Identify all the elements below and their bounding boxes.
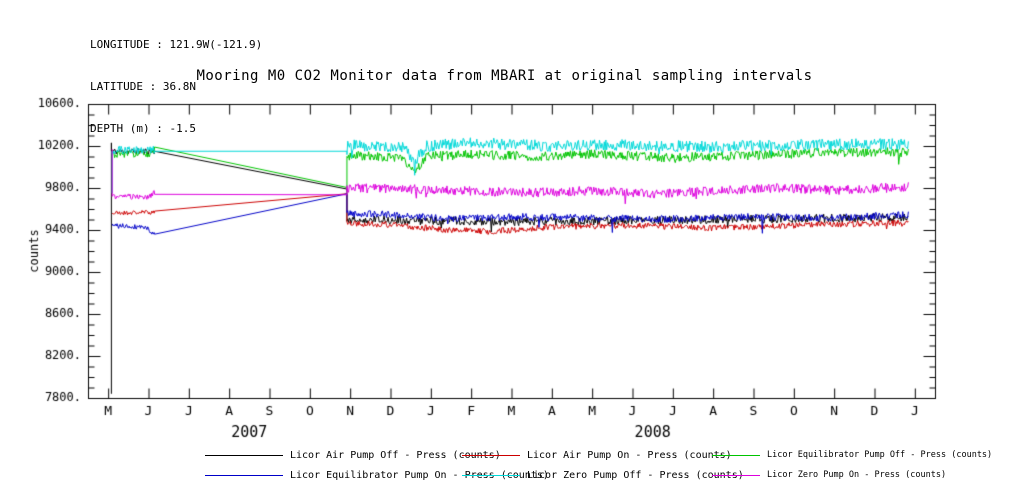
- legend-item-air-pump-on: Licor Air Pump On - Press (counts): [462, 449, 732, 461]
- legend-line-swatch: [462, 454, 520, 456]
- legend-item-air-pump-off: Licor Air Pump Off - Press (counts): [205, 449, 501, 461]
- legend-line-swatch: [712, 474, 760, 476]
- legend-item-zero-pump-off: Licor Zero Pump Off - Press (counts): [462, 469, 744, 481]
- legend-label: Licor Zero Pump On - Press (counts): [767, 470, 947, 480]
- legend-label: Licor Zero Pump Off - Press (counts): [527, 469, 744, 481]
- legend-line-swatch: [205, 454, 283, 456]
- legend-label: Licor Air Pump Off - Press (counts): [290, 449, 501, 461]
- legend-line-swatch: [205, 474, 283, 476]
- legend-item-zero-pump-on: Licor Zero Pump On - Press (counts): [712, 469, 946, 481]
- legend-line-swatch: [712, 454, 760, 456]
- legend-label: Licor Equilibrator Pump Off - Press (cou…: [767, 450, 993, 460]
- legend-line-swatch: [462, 474, 520, 476]
- legend-item-equilibrator-pump-on: Licor Equilibrator Pump On - Press (coun…: [205, 469, 549, 481]
- legend-label: Licor Equilibrator Pump On - Press (coun…: [290, 469, 549, 481]
- legend-item-equilibrator-pump-off: Licor Equilibrator Pump Off - Press (cou…: [712, 449, 992, 461]
- legend-label: Licor Air Pump On - Press (counts): [527, 449, 732, 461]
